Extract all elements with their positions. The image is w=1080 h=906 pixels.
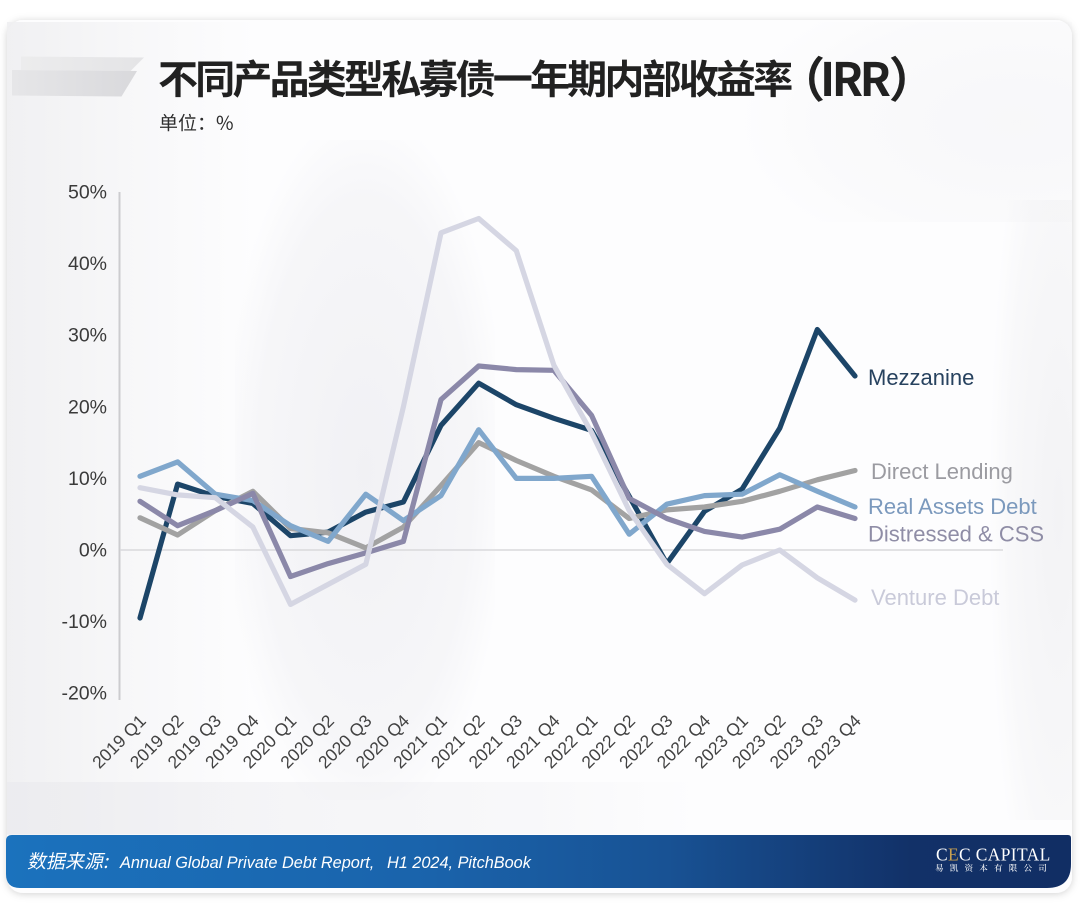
svg-text:Venture Debt: Venture Debt [871, 585, 999, 610]
svg-text:50%: 50% [68, 182, 107, 204]
svg-text:Distressed & CSS: Distressed & CSS [868, 522, 1044, 547]
svg-text:0%: 0% [79, 540, 107, 562]
svg-text:Direct Lending: Direct Lending [871, 459, 1013, 484]
svg-text:20%: 20% [68, 396, 107, 418]
svg-text:CEC CAPITAL: CEC CAPITAL [936, 845, 1051, 865]
svg-text:Mezzanine: Mezzanine [868, 365, 974, 390]
svg-text:-20%: -20% [61, 683, 107, 705]
svg-text:40%: 40% [68, 253, 107, 275]
svg-text:Annual Global Private Debt Rep: Annual Global Private Debt Report, H1 20… [119, 854, 532, 872]
svg-text:-10%: -10% [61, 611, 107, 633]
svg-text:10%: 10% [68, 468, 107, 490]
svg-text:30%: 30% [68, 325, 107, 347]
svg-text:Real Assets Debt: Real Assets Debt [868, 494, 1037, 519]
